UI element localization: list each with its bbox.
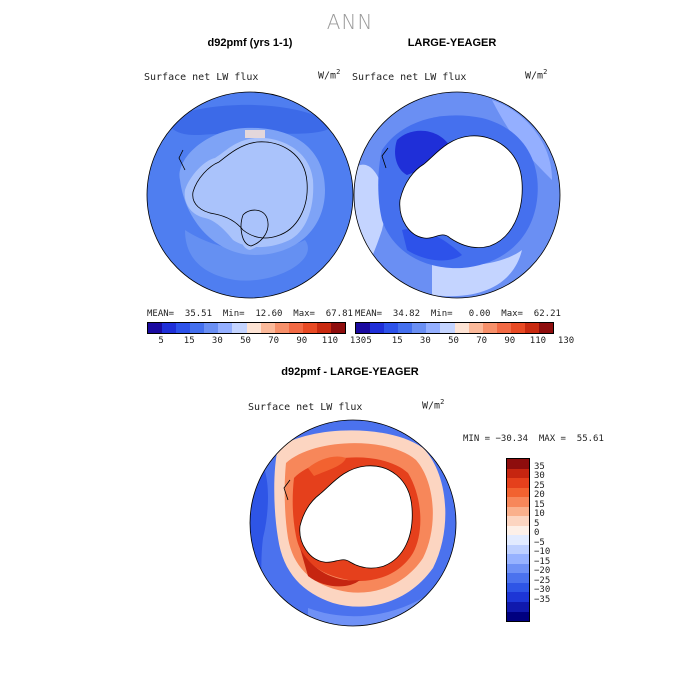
colorbar-swatch xyxy=(356,323,371,333)
colorbar-swatch xyxy=(507,573,529,583)
colorbar-tick-label: 15 xyxy=(391,336,403,346)
colorbar-swatch xyxy=(246,323,261,333)
diff-title: d92pmf - LARGE-YEAGER xyxy=(281,366,419,378)
colorbar-tick-label: −5 xyxy=(534,537,545,548)
colorbar-swatch xyxy=(507,506,529,517)
colorbar-swatch xyxy=(426,323,441,333)
colorbar-swatch xyxy=(482,323,497,333)
colorbar-swatch xyxy=(218,323,233,333)
colorbar-swatch xyxy=(440,323,455,333)
colorbar-tick-label: 70 xyxy=(476,336,488,346)
colorbar-swatch xyxy=(260,323,275,333)
colorbar-tick-label: 5 xyxy=(534,518,540,529)
colorbar-tick-label: 130 xyxy=(349,336,367,346)
colorbar-tick-label: −35 xyxy=(534,594,551,605)
colorbar-tick-label: 25 xyxy=(534,480,545,491)
colorbar-swatch xyxy=(507,478,529,488)
colorbar-tick-label: 5 xyxy=(366,336,372,346)
colorbar-swatch xyxy=(507,554,529,564)
colorbar-tick-label: −30 xyxy=(534,585,551,596)
colorbar-tick-label: 70 xyxy=(268,336,280,346)
colorbar-swatch xyxy=(524,323,540,333)
colorbar-swatch xyxy=(384,323,399,333)
colorbar-tick-label: −10 xyxy=(534,547,551,558)
stats-obs: MEAN= 34.82 Min= 0.00 Max= 62.21 xyxy=(355,309,561,319)
colorbar-tick-label: 30 xyxy=(534,471,545,482)
colorbar-tick-label: 5 xyxy=(158,336,164,346)
colorbar-swatch xyxy=(176,323,191,333)
units-model: W/m2 xyxy=(318,68,341,82)
colorbar-tick-label: 35 xyxy=(534,461,545,472)
stats-model: MEAN= 35.51 Min= 12.60 Max= 67.81 xyxy=(147,309,353,319)
colorbar-tick-label: 10 xyxy=(534,509,545,520)
colorbar-swatch xyxy=(496,323,511,333)
colorbar-tick-label: 50 xyxy=(240,336,251,346)
colorbar-tick-label: 20 xyxy=(534,490,545,501)
main-title: ANN xyxy=(326,10,374,34)
colorbar-model xyxy=(147,322,346,334)
diff-field-label: Surface net LW flux xyxy=(248,402,363,413)
colorbar-diff xyxy=(506,458,530,622)
colorbar-swatch xyxy=(507,459,529,469)
polar-map-obs xyxy=(353,91,561,299)
colorbar-tick-label: 15 xyxy=(183,336,195,346)
colorbar-swatch xyxy=(468,323,483,333)
colorbar-swatch xyxy=(274,323,289,333)
colorbar-tick-label: 110 xyxy=(529,336,547,346)
colorbar-swatch xyxy=(507,468,529,479)
colorbar-tick-label: 130 xyxy=(557,336,575,346)
colorbar-swatch xyxy=(507,535,529,545)
field-label-obs: Surface net LW flux xyxy=(352,72,467,83)
colorbar-swatch xyxy=(190,323,205,333)
diff-stats: MIN = −30.34 MAX = 55.61 xyxy=(463,434,604,444)
colorbar-tick-label: 110 xyxy=(321,336,339,346)
colorbar-tick-label: −15 xyxy=(534,556,551,567)
colorbar-swatch xyxy=(232,323,247,333)
colorbar-swatch xyxy=(510,323,525,333)
colorbar-tick-label: 90 xyxy=(504,336,516,346)
diff-units: W/m2 xyxy=(422,398,445,412)
colorbar-swatch xyxy=(331,323,346,333)
colorbar-swatch xyxy=(288,323,303,333)
colorbar-swatch xyxy=(370,323,385,333)
colorbar-swatch xyxy=(162,323,177,333)
colorbar-swatch xyxy=(398,323,413,333)
colorbar-tick-label: −20 xyxy=(534,566,551,577)
colorbar-obs xyxy=(355,322,554,334)
colorbar-swatch xyxy=(148,323,163,333)
panel-title-obs: LARGE-YEAGER xyxy=(407,37,497,49)
units-obs: W/m2 xyxy=(525,68,548,82)
colorbar-swatch xyxy=(412,323,427,333)
colorbar-swatch xyxy=(302,323,317,333)
colorbar-swatch xyxy=(507,525,529,536)
colorbar-swatch xyxy=(507,611,529,622)
colorbar-swatch xyxy=(204,323,219,333)
colorbar-swatch xyxy=(507,582,529,593)
colorbar-tick-label: 30 xyxy=(211,336,223,346)
colorbar-tick-label: 15 xyxy=(534,499,545,510)
colorbar-swatch xyxy=(507,497,529,507)
colorbar-swatch xyxy=(507,592,529,602)
colorbar-swatch xyxy=(507,516,529,526)
colorbar-swatch xyxy=(507,487,529,498)
polar-map-model xyxy=(146,91,354,299)
colorbar-swatch xyxy=(507,563,529,574)
colorbar-tick-label: −25 xyxy=(534,575,551,586)
polar-map-diff xyxy=(249,419,457,627)
colorbar-tick-label: 30 xyxy=(419,336,431,346)
panel-title-model: d92pmf (yrs 1-1) xyxy=(207,37,293,49)
colorbar-swatch xyxy=(507,601,529,612)
colorbar-tick-label: 0 xyxy=(534,528,540,539)
colorbar-swatch xyxy=(507,544,529,555)
field-label-model: Surface net LW flux xyxy=(144,72,259,83)
colorbar-swatch xyxy=(539,323,554,333)
colorbar-swatch xyxy=(454,323,469,333)
colorbar-tick-label: 90 xyxy=(296,336,308,346)
colorbar-swatch xyxy=(316,323,332,333)
colorbar-tick-label: 50 xyxy=(448,336,459,346)
